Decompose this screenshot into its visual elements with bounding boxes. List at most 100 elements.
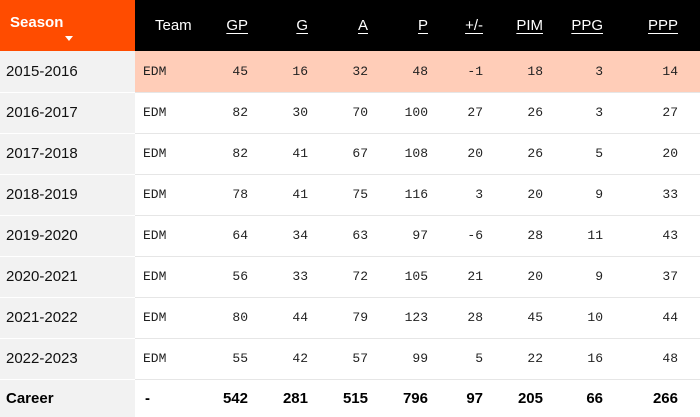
cell-a: 515: [342, 389, 368, 407]
cell-p: 116: [390, 174, 450, 216]
column-header-a[interactable]: A: [330, 0, 390, 51]
cell-ppp: 33: [625, 174, 700, 216]
cell-a: 57: [330, 338, 390, 380]
cell-pim: 45: [505, 297, 565, 339]
column-header-label: A: [357, 17, 368, 34]
cell-team: EDM: [135, 338, 210, 380]
cell-gp: 82: [210, 92, 270, 134]
cell-p: 48: [390, 51, 450, 93]
cell-p: 100: [390, 92, 450, 134]
table-row: 2015-2016 EDM 45 16 32 48 -1 18 3 14: [0, 51, 700, 93]
cell-ppg: 16: [565, 338, 625, 380]
cell-ppp: 14: [625, 51, 700, 93]
cell-ppp: 37: [625, 256, 700, 298]
column-header-team: Team: [135, 0, 210, 51]
table-row: 2022-2023 EDM 55 42 57 99 5 22 16 48: [0, 338, 700, 380]
cell-team: EDM: [135, 256, 210, 298]
table-row: 2021-2022 EDM 80 44 79 123 28 45 10 44: [0, 297, 700, 339]
cell-plus-minus: 27: [450, 92, 505, 134]
cell-team: EDM: [135, 92, 210, 134]
cell-gp: 78: [210, 174, 270, 216]
cell-p: 99: [390, 338, 450, 380]
cell-a: 70: [330, 92, 390, 134]
cell-season: 2021-2022: [0, 297, 135, 339]
column-header-label: GP: [226, 17, 248, 34]
cell-team: EDM: [135, 51, 210, 93]
cell-ppg: 9: [565, 174, 625, 216]
cell-pim: 20: [505, 256, 565, 298]
cell-season: 2017-2018: [0, 133, 135, 175]
cell-gp: 45: [210, 51, 270, 93]
cell-plus-minus: 20: [450, 133, 505, 175]
cell-season: 2019-2020: [0, 215, 135, 257]
table-row: 2019-2020 EDM 64 34 63 97 -6 28 11 43: [0, 215, 700, 257]
column-header-p[interactable]: P: [390, 0, 450, 51]
column-header-plus-minus[interactable]: +/-: [450, 0, 505, 51]
cell-plus-minus: -6: [450, 215, 505, 257]
table-row: 2018-2019 EDM 78 41 75 116 3 20 9 33: [0, 174, 700, 216]
column-header-ppp[interactable]: PPP: [625, 0, 700, 51]
column-header-label: +/-: [465, 17, 483, 34]
table-row: 2017-2018 EDM 82 41 67 108 20 26 5 20: [0, 133, 700, 175]
cell-g: 281: [282, 389, 308, 407]
cell-g: 16: [270, 51, 330, 93]
cell-ppg: 3: [565, 92, 625, 134]
table-row: 2016-2017 EDM 82 30 70 100 27 26 3 27: [0, 92, 700, 134]
column-header-pim[interactable]: PIM: [505, 0, 565, 51]
column-header-g[interactable]: G: [270, 0, 330, 51]
cell-pim: 26: [505, 133, 565, 175]
cell-plus-minus: 97: [466, 389, 483, 407]
column-header-label: Season: [10, 14, 64, 31]
cell-a: 72: [330, 256, 390, 298]
cell-gp: 64: [210, 215, 270, 257]
column-header-label: P: [417, 17, 428, 34]
column-header-label: G: [296, 17, 308, 34]
cell-pim: 28: [505, 215, 565, 257]
cell-plus-minus: 21: [450, 256, 505, 298]
cell-ppg: 66: [586, 389, 603, 407]
table-header: Season Team GP G A P +/- PIM PPG PPP: [0, 0, 700, 51]
cell-gp: 80: [210, 297, 270, 339]
column-header-ppg[interactable]: PPG: [565, 0, 625, 51]
cell-gp: 542: [222, 389, 248, 407]
cell-pim: 205: [517, 389, 543, 407]
cell-a: 79: [330, 297, 390, 339]
cell-season: 2020-2021: [0, 256, 135, 298]
cell-gp: 55: [210, 338, 270, 380]
cell-p: 97: [390, 215, 450, 257]
sort-down-icon: [65, 36, 73, 41]
cell-gp: 56: [210, 256, 270, 298]
cell-ppp: 266: [652, 389, 678, 407]
cell-g: 41: [270, 133, 330, 175]
cell-g: 41: [270, 174, 330, 216]
table-row: 2020-2021 EDM 56 33 72 105 21 20 9 37: [0, 256, 700, 298]
cell-a: 75: [330, 174, 390, 216]
column-header-gp[interactable]: GP: [210, 0, 270, 51]
cell-a: 63: [330, 215, 390, 257]
cell-g: 44: [270, 297, 330, 339]
cell-team: -: [145, 389, 150, 407]
cell-pim: 26: [505, 92, 565, 134]
cell-plus-minus: 28: [450, 297, 505, 339]
column-header-season[interactable]: Season: [0, 0, 135, 51]
cell-g: 30: [270, 92, 330, 134]
cell-plus-minus: 3: [450, 174, 505, 216]
cell-season: Career: [0, 379, 135, 417]
cell-ppp: 48: [625, 338, 700, 380]
cell-ppg: 11: [565, 215, 625, 257]
cell-ppp: 44: [625, 297, 700, 339]
cell-pim: 18: [505, 51, 565, 93]
cell-team: EDM: [135, 133, 210, 175]
column-header-label: PPG: [571, 17, 603, 34]
column-header-label: PIM: [516, 17, 543, 34]
cell-plus-minus: -1: [450, 51, 505, 93]
cell-a: 67: [330, 133, 390, 175]
column-header-label: PPP: [647, 17, 678, 34]
cell-ppp: 20: [625, 133, 700, 175]
cell-pim: 22: [505, 338, 565, 380]
cell-ppg: 10: [565, 297, 625, 339]
cell-ppg: 9: [565, 256, 625, 298]
cell-plus-minus: 5: [450, 338, 505, 380]
cell-ppp: 27: [625, 92, 700, 134]
